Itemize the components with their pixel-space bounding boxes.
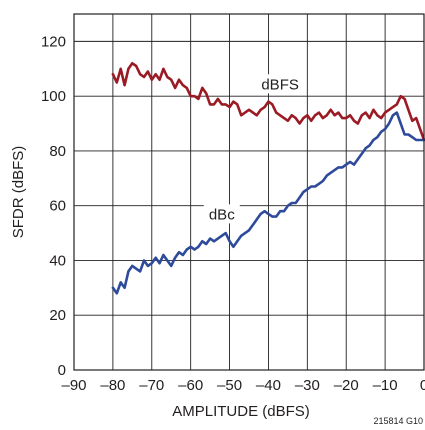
grid: [74, 14, 424, 370]
y-tick-labels: 0 20 40 60 80 100 120: [41, 33, 66, 379]
series-label-dbfs: dBFS: [261, 76, 299, 93]
y-tick-label: 40: [49, 252, 66, 269]
y-tick-label: 20: [49, 307, 66, 324]
y-tick-label: 60: [49, 198, 66, 215]
x-tick-label: –30: [295, 377, 320, 394]
x-tick-label: 0: [420, 377, 425, 394]
x-tick-label: –60: [178, 377, 203, 394]
x-tick-labels: –90 –80 –70 –60 –50 –40 –30 –20 –10 0: [61, 377, 425, 394]
x-tick-label: –20: [334, 377, 359, 394]
y-tick-label: 0: [58, 362, 66, 379]
x-axis-title: AMPLITUDE (dBFS): [172, 403, 310, 420]
series-label-backgrounds: [203, 74, 305, 224]
series-line-dbc: [111, 111, 425, 295]
y-axis-title: SFDR (dBFS): [10, 146, 27, 239]
x-tick-label: –90: [61, 377, 86, 394]
y-tick-label: 120: [41, 33, 66, 50]
series-lines: [111, 61, 425, 295]
x-tick-label: –80: [100, 377, 125, 394]
series-line-dbfs: [111, 61, 425, 142]
series-label-bg-dbc: [203, 204, 240, 224]
x-tick-label: –10: [373, 377, 398, 394]
plot-frame: [73, 13, 425, 371]
y-tick-label: 80: [49, 143, 66, 160]
y-tick-label: 100: [41, 88, 66, 105]
figure-id: 215814 G10: [373, 416, 423, 426]
series-label-dbc: dBc: [209, 206, 235, 223]
x-tick-label: –40: [256, 377, 281, 394]
series-label-bg-dbfs: [256, 74, 305, 94]
x-tick-label: –70: [139, 377, 164, 394]
x-tick-label: –50: [217, 377, 242, 394]
